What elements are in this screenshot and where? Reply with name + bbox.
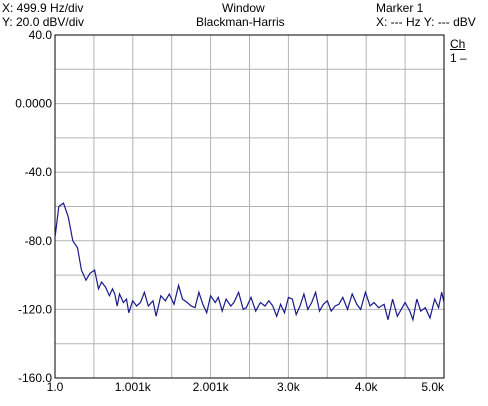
channel-header[interactable]: Ch <box>450 37 466 51</box>
x-tick-label: 4.0k <box>355 380 379 394</box>
x-tick-label: 5.0k <box>421 380 445 394</box>
y-tick-label: -80.0 <box>25 234 53 248</box>
spectrum-trace <box>54 202 445 322</box>
y-tick-label: -160.0 <box>18 371 52 385</box>
y-tick-label: 40.0 <box>29 28 53 42</box>
marker-label: Marker 1 <box>376 1 424 15</box>
y-scale-readout: Y: 20.0 dBV/div <box>2 15 85 29</box>
y-tick-label: -120.0 <box>18 302 52 316</box>
x-tick-label: 2.001k <box>193 380 230 394</box>
y-tick-label: -40.0 <box>25 165 53 179</box>
x-axis-ticks: 1.0 1.001k 2.001k 3.0k 4.0k 5.0k <box>47 380 445 394</box>
chart-grid <box>55 35 444 378</box>
window-type: Blackman-Harris <box>196 15 285 29</box>
y-axis-ticks: 40.0 0.0000 -40.0 -80.0 -120.0 -160.0 <box>15 28 52 385</box>
x-tick-label: 1.0 <box>47 380 64 394</box>
channel-1-legend[interactable]: 1 – <box>450 51 467 65</box>
x-tick-label: 3.0k <box>277 380 301 394</box>
x-scale-readout: X: 499.9 Hz/div <box>2 1 84 15</box>
window-label: Window <box>222 1 265 15</box>
x-tick-label: 1.001k <box>115 380 152 394</box>
y-tick-label: 0.0000 <box>15 97 52 111</box>
marker-readout: X: --- Hz Y: --- dBV <box>376 15 476 29</box>
plot-frame <box>54 34 445 379</box>
